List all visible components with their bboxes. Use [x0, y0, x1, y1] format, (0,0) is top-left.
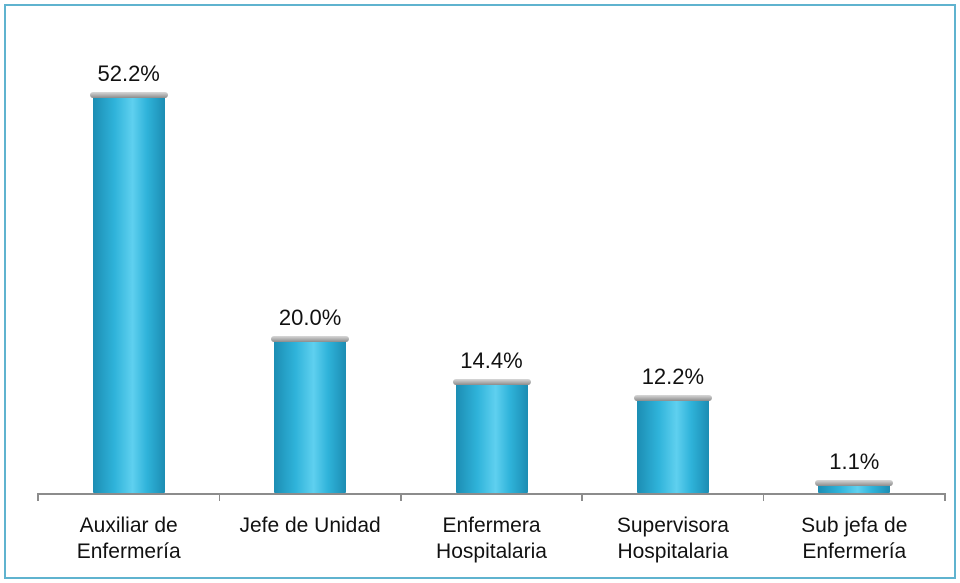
bar: [818, 484, 891, 493]
x-tick-label: Auxiliar de Enfermería: [76, 514, 181, 563]
bar: [274, 341, 347, 493]
x-tick-label: Sub jefa de Enfermería: [801, 514, 908, 563]
chart: Auxiliar de Enfermería 52.2% Jefe de Unida…: [4, 4, 956, 579]
data-label: 12.2%: [641, 364, 705, 390]
x-tick-label: Supervisora Hospitalaria: [616, 514, 729, 563]
axis-tick: [762, 493, 765, 501]
axis-tick: [400, 493, 402, 501]
bar-top-shadow: [815, 479, 894, 486]
axis-tick: [581, 493, 583, 501]
data-label: 1.1%: [829, 448, 880, 474]
bar-top-shadow: [271, 336, 350, 343]
bar-top-shadow: [452, 378, 531, 385]
data-label: 20.0%: [278, 305, 342, 331]
bar: [636, 400, 709, 493]
data-label: 52.2%: [97, 60, 160, 86]
x-axis: [38, 493, 945, 495]
bar-top-shadow: [89, 91, 168, 98]
x-tick-label: Jefe de Unidad: [239, 514, 381, 537]
bar: [92, 96, 165, 493]
bar: [455, 383, 528, 493]
data-label: 14.4%: [460, 347, 523, 373]
x-tick-label: Enfermera Hospitalaria: [436, 514, 547, 563]
bar-top-shadow: [633, 395, 712, 402]
axis-tick: [37, 493, 39, 501]
axis-tick: [218, 493, 221, 501]
axis-tick: [944, 493, 946, 501]
